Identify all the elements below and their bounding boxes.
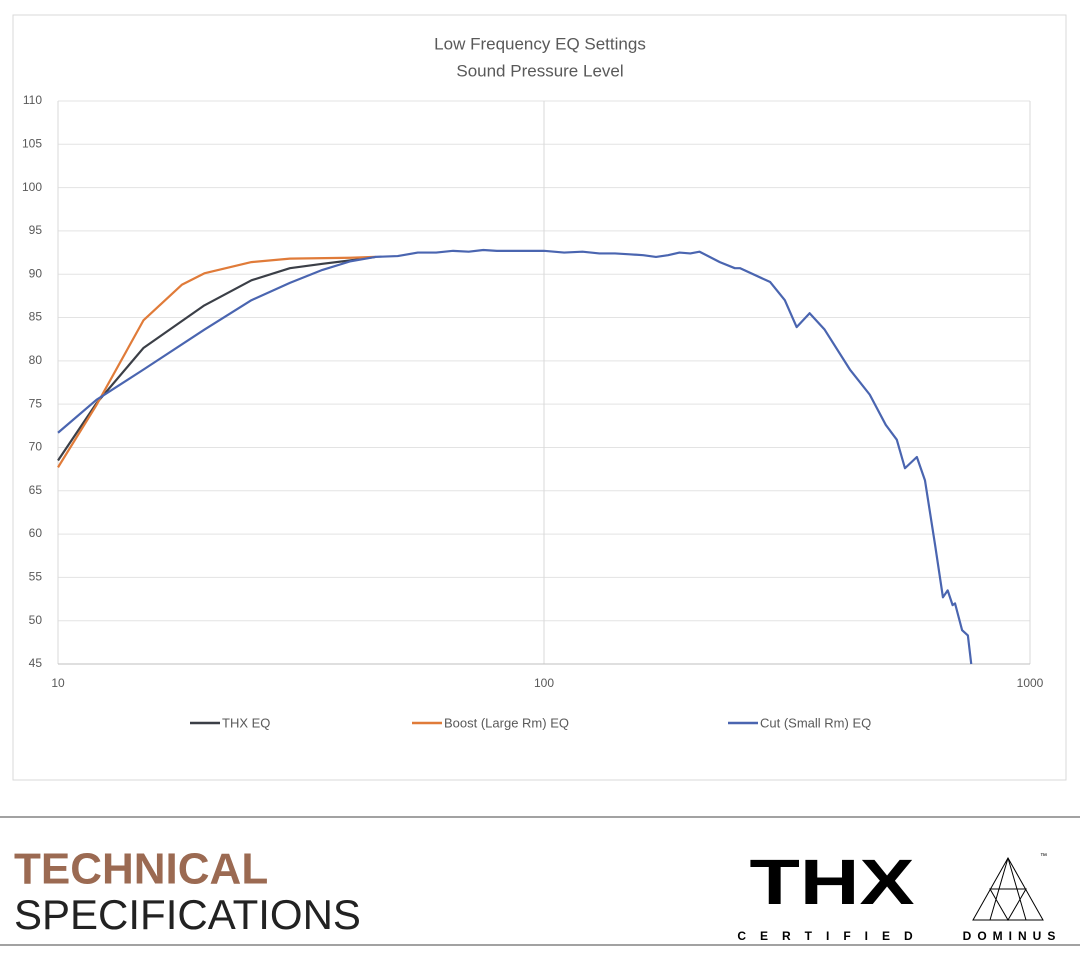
legend-label: THX EQ xyxy=(222,715,270,730)
thx-sub: CERTIFIED xyxy=(737,929,926,943)
trademark: ™ xyxy=(1040,853,1047,860)
y-tick-label: 85 xyxy=(29,310,43,324)
chart-subtitle: Sound Pressure Level xyxy=(456,61,623,80)
y-tick-label: 65 xyxy=(29,483,43,497)
heading-bold: TECHNICAL xyxy=(14,845,268,894)
dominus-icon xyxy=(972,856,1044,921)
y-tick-label: 90 xyxy=(29,266,43,280)
x-tick-label: 1000 xyxy=(1017,676,1044,690)
x-tick-label: 100 xyxy=(534,676,554,690)
dominus-logo: DOMINUS xyxy=(963,929,1062,943)
y-tick-label: 60 xyxy=(29,526,43,540)
y-tick-label: 110 xyxy=(23,93,42,107)
heading: SPECIFICATIONS xyxy=(14,891,361,938)
y-tick-label: 75 xyxy=(29,396,43,410)
series-line xyxy=(57,255,376,468)
series-line xyxy=(57,255,376,462)
y-tick-label: 45 xyxy=(29,656,43,670)
legend-label: Cut (Small Rm) EQ xyxy=(760,715,871,730)
y-tick-label: 100 xyxy=(22,180,42,194)
chart-frame xyxy=(12,14,1067,781)
x-tick-label: 10 xyxy=(51,676,65,690)
y-tick-label: 105 xyxy=(22,136,42,150)
series-line xyxy=(57,248,973,665)
chart-title: Low Frequency EQ Settings xyxy=(434,34,646,53)
y-tick-label: 50 xyxy=(29,613,43,627)
y-tick-label: 80 xyxy=(29,353,43,367)
y-tick-label: 55 xyxy=(29,570,43,584)
legend-label: Boost (Large Rm) EQ xyxy=(444,715,569,730)
y-tick-label: 70 xyxy=(29,440,43,454)
y-tick-label: 95 xyxy=(29,223,43,237)
thx-logo: THX xyxy=(750,846,915,918)
